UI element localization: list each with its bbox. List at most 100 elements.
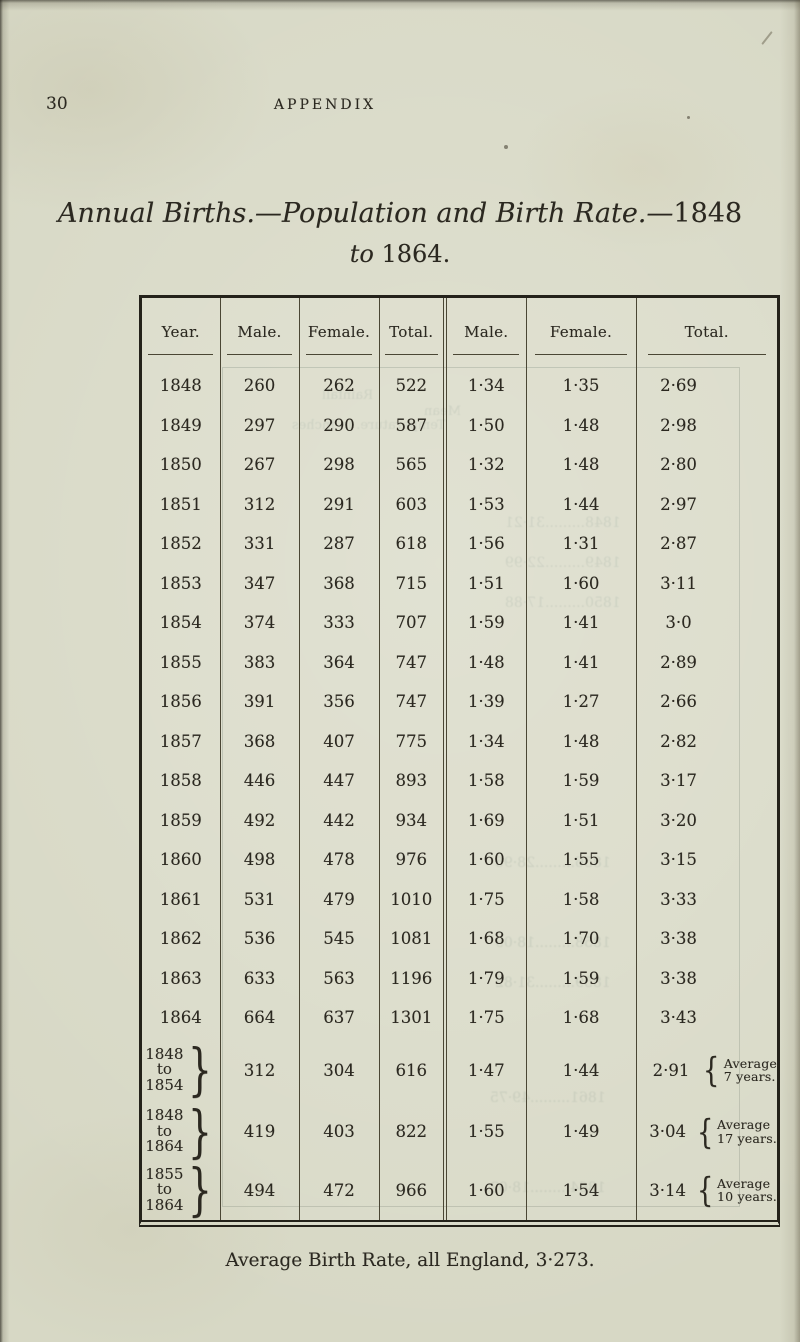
cell-male-births: 419 <box>219 1102 299 1161</box>
cell-male-rate: 1·59 <box>443 603 526 643</box>
table-row: 1852 331 287 618 1·56 1·31 2·87 <box>142 524 777 564</box>
cell-male-births: 391 <box>219 682 299 722</box>
average-years-note-line: 17 years. <box>717 1130 777 1146</box>
table-row: 1861 531 479 1010 1·75 1·58 3·33 <box>142 879 777 919</box>
cell-total-births: 707 <box>378 603 445 643</box>
cell-female-rate: 1·59 <box>525 761 636 801</box>
cell-male-births: 494 <box>219 1160 299 1220</box>
cell-male-births: 374 <box>219 603 299 643</box>
year-range-line: 1864 <box>145 1195 184 1214</box>
column-header-female-births: Female. <box>298 298 379 366</box>
cell-female-rate: 1·35 <box>525 366 636 406</box>
cell-total-rate: 2·80 <box>635 445 777 485</box>
table-row: 1855 383 364 747 1·48 1·41 2·89 <box>142 642 777 682</box>
cell-year: 1858 <box>159 771 202 791</box>
cell-total-births: 603 <box>378 484 445 524</box>
cell-male-births: 297 <box>219 405 299 445</box>
average-years-note-line: 10 years. <box>717 1189 777 1204</box>
cell-male-births: 446 <box>219 761 299 801</box>
year-range-lines: 1855 to 1864 <box>145 1166 184 1214</box>
cell-female-births: 356 <box>298 682 379 722</box>
cell-female-rate: 1·48 <box>525 721 636 761</box>
year-range-wrap: 1855 to 1864} <box>145 1157 213 1223</box>
cell-year: 1859 <box>159 810 202 830</box>
cell-male-births: 633 <box>219 958 299 998</box>
cell-female-rate: 1·51 <box>525 800 636 840</box>
total-rate-value: 2·66 <box>660 692 697 712</box>
cell-total-births: 618 <box>378 524 445 564</box>
cell-year: 1848 <box>159 376 202 396</box>
cell-total-births: 587 <box>378 405 445 445</box>
cell-total-rate: 3·43 <box>635 998 777 1038</box>
cell-year-range: 1848 to 1854} <box>142 1038 220 1103</box>
column-header-total-births: Total. <box>378 298 445 366</box>
average-years-note: Average 10 years. <box>717 1176 777 1204</box>
total-rate-value: 2·91 <box>652 1060 690 1080</box>
cell-total-births: 522 <box>378 366 445 406</box>
title-line1: Annual Births.—Population and Birth Rate… <box>58 198 742 229</box>
cell-male-rate: 1·51 <box>443 563 526 603</box>
cell-total-births: 715 <box>378 563 445 603</box>
title-line2: to 1864. <box>350 240 450 268</box>
cell-female-rate: 1·27 <box>525 682 636 722</box>
total-rate-value: 3·11 <box>660 573 697 593</box>
column-header-total-rate: Total. <box>635 298 777 366</box>
running-head: APPENDIX <box>273 97 377 113</box>
cell-male-births: 498 <box>219 840 299 880</box>
table-body: 1848 260 262 522 1·34 1·35 2·69 1849 297 290 587 1·… <box>142 366 777 1220</box>
cell-male-rate: 1·79 <box>443 958 526 998</box>
table-row: 1864 664 637 1301 1·75 1·68 3·43 <box>142 998 777 1038</box>
cell-total-births: 1196 <box>378 958 445 998</box>
cell-female-births: 403 <box>298 1102 379 1161</box>
cell-female-births: 545 <box>298 919 379 959</box>
total-rate-value: 3·43 <box>660 1008 697 1028</box>
cell-total-rate: 3·17 <box>635 761 777 801</box>
cell-female-births: 291 <box>298 484 379 524</box>
cell-male-rate: 1·53 <box>443 484 526 524</box>
total-rate-value: 2·69 <box>660 376 697 396</box>
cell-female-rate: 1·44 <box>525 484 636 524</box>
cell-female-rate: 1·59 <box>525 958 636 998</box>
cell-male-births: 312 <box>219 484 299 524</box>
cell-total-births: 747 <box>378 642 445 682</box>
year-range-line: 1854 <box>145 1075 184 1094</box>
cell-male-births: 331 <box>219 524 299 564</box>
cell-female-births: 478 <box>298 840 379 880</box>
summary-row: 1848 to 1854} 312 304 616 1·47 1·44 2·91{Average… <box>142 1037 777 1103</box>
cell-female-rate: 1·54 <box>525 1160 636 1220</box>
year-range-line: to <box>156 1060 172 1079</box>
cell-female-births: 262 <box>298 366 379 406</box>
year-range-lines: 1848 to 1864 <box>145 1108 183 1155</box>
table-row: 1858 446 447 893 1·58 1·59 3·17 <box>142 761 777 801</box>
cell-male-births: 536 <box>219 919 299 959</box>
cell-male-births: 368 <box>219 721 299 761</box>
cell-total-births: 1301 <box>378 998 445 1038</box>
paper-scratch <box>761 31 773 45</box>
cell-year: 1853 <box>159 573 202 593</box>
title-line2-year: 1864. <box>374 240 451 268</box>
cell-total-rate: 2·87 <box>635 524 777 564</box>
cell-total-births: 616 <box>378 1037 445 1103</box>
cell-female-births: 479 <box>298 879 379 919</box>
cell-total-rate: 3·33 <box>635 879 777 919</box>
cell-total-rate: 2·66 <box>635 682 777 722</box>
table-row: 1859 492 442 934 1·69 1·51 3·20 <box>142 800 777 840</box>
cell-female-births: 563 <box>298 958 379 998</box>
cell-male-births: 260 <box>219 366 299 406</box>
summary-row: 1848 to 1864} 419 403 822 1·55 1·49 3·04{Average… <box>142 1102 777 1161</box>
cell-male-births: 531 <box>219 879 299 919</box>
year-range-line: 1848 <box>145 1106 184 1125</box>
table-row: 1856 391 356 747 1·39 1·27 2·66 <box>142 682 777 722</box>
cell-total-births: 1081 <box>378 919 445 959</box>
cell-total-rate: 2·91{Average 7 years. <box>635 1037 777 1103</box>
cell-female-rate: 1·31 <box>525 524 636 564</box>
page-number: 30 <box>46 94 68 114</box>
cell-year: 1860 <box>159 850 202 870</box>
cell-total-rate: 3·11 <box>635 563 777 603</box>
cell-total-rate: 3·15 <box>635 840 777 880</box>
total-rate-value: 2·89 <box>660 652 697 672</box>
cell-total-rate: 2·97 <box>635 484 777 524</box>
total-rate-value: 3·14 <box>649 1180 686 1200</box>
column-header-male-rate: Male. <box>443 298 526 366</box>
cell-female-births: 407 <box>298 721 379 761</box>
